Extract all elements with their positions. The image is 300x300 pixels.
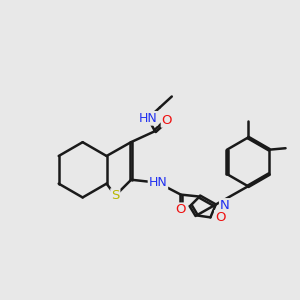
Text: O: O (215, 211, 225, 224)
Text: N: N (220, 199, 230, 212)
Text: O: O (162, 114, 172, 127)
Text: S: S (111, 189, 119, 202)
Text: HN: HN (139, 112, 158, 125)
Text: O: O (176, 203, 186, 216)
Text: HN: HN (148, 176, 167, 189)
